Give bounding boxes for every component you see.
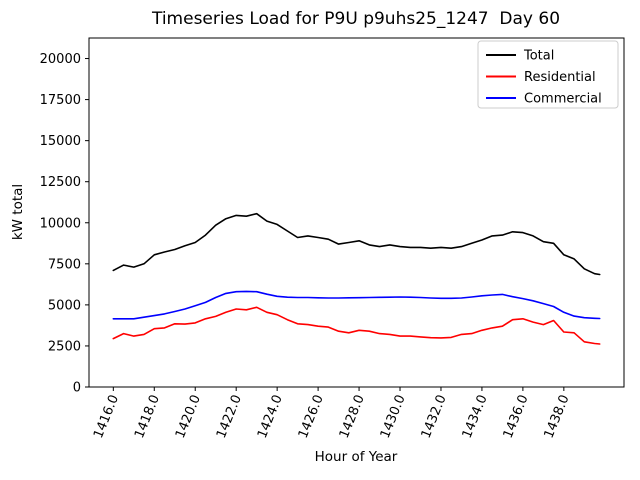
- legend-label-residential: Residential: [524, 70, 596, 85]
- legend-entry-total: Total: [486, 49, 554, 64]
- legend-label-commercial: Commercial: [524, 92, 602, 107]
- x-tick-label: 1420.0: [173, 393, 204, 441]
- y-tick-label: 20000: [40, 52, 81, 67]
- y-ticks: 0 2500 5000 7500 10000 12500 15000 17500 20000: [40, 52, 89, 396]
- x-tick-label: 1422.0: [214, 393, 245, 441]
- y-tick-label: 12500: [40, 175, 81, 190]
- series-lines: [112, 212, 601, 345]
- series-line-residential: [112, 306, 601, 345]
- y-tick-label: 7500: [48, 257, 81, 272]
- y-tick-label: 15000: [40, 134, 81, 149]
- legend-label-total: Total: [523, 49, 554, 64]
- x-tick-label: 1426.0: [296, 393, 327, 441]
- x-tick-label: 1428.0: [337, 393, 368, 441]
- y-tick-label: 2500: [48, 339, 81, 354]
- legend-box: [477, 40, 619, 109]
- x-axis-label: Hour of Year: [315, 449, 398, 465]
- x-tick-label: 1434.0: [460, 393, 491, 441]
- plot-area: [88, 37, 625, 388]
- x-ticks: 1416.0 1418.0 1420.0 1422.0 1424.0 1426.0 1428…: [91, 387, 573, 441]
- x-tick-label: 1436.0: [501, 393, 532, 441]
- legend-entry-commercial: Commercial: [486, 92, 602, 107]
- x-tick-label: 1424.0: [255, 393, 286, 441]
- x-tick-label: 1438.0: [542, 393, 573, 441]
- series-line-commercial: [112, 290, 601, 320]
- chart-title: Timeseries Load for P9U p9uhs25_1247 Day…: [151, 9, 560, 29]
- y-axis-label: kW total: [10, 184, 26, 240]
- x-tick-label: 1430.0: [378, 393, 409, 441]
- x-tick-label: 1418.0: [132, 393, 163, 441]
- legend-entry-residential: Residential: [486, 70, 596, 85]
- legend: Total Residential Commercial: [477, 40, 619, 109]
- x-tick-label: 1416.0: [91, 393, 122, 441]
- y-tick-label: 10000: [40, 216, 81, 231]
- y-tick-label: 5000: [48, 298, 81, 313]
- series-line-total: [112, 212, 601, 276]
- y-tick-label: 17500: [40, 93, 81, 108]
- y-tick-label: 0: [73, 381, 81, 396]
- x-tick-label: 1432.0: [419, 393, 450, 441]
